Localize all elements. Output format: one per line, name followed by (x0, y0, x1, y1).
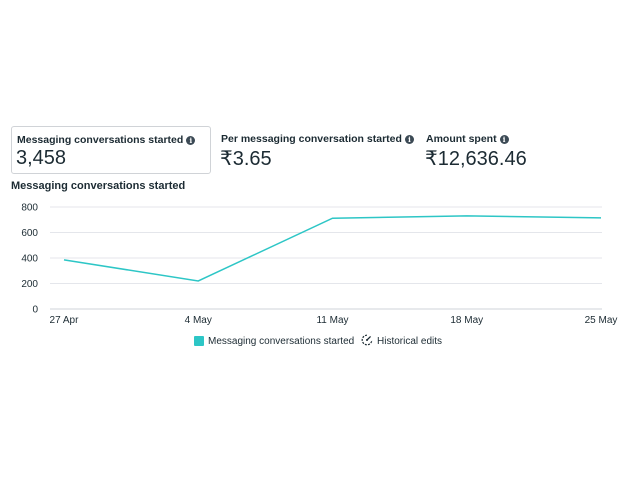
y-tick-label: 0 (32, 305, 38, 316)
legend-swatch[interactable] (194, 336, 204, 346)
y-tick-label: 600 (21, 228, 38, 239)
y-tick-label: 400 (21, 254, 38, 265)
x-tick-label: 11 May (316, 315, 348, 326)
metric-value-amount: ₹12,636.46 (425, 148, 527, 170)
metric-label-text: Messaging conversations started (17, 134, 184, 146)
x-tick-label: 4 May (185, 315, 212, 326)
chart-title: Messaging conversations started (11, 180, 186, 192)
line-chart: 0 200 400 600 800 27 Apr 4 May 11 May 18 May 25 M… (21, 203, 618, 327)
metric-card-conversations[interactable]: Messaging conversations started i 3,458 (11, 126, 211, 174)
x-tick-label: 18 May (450, 315, 483, 326)
metrics-row: Messaging conversations started i 3,458 P… (11, 126, 611, 176)
legend-series-label[interactable]: Messaging conversations started (208, 336, 355, 347)
metric-label-text: Amount spent (426, 133, 497, 145)
metric-card-cost-per-conversation[interactable]: Per messaging conversation started i ₹3.6… (216, 126, 416, 174)
x-tick-label: 27 Apr (50, 315, 80, 326)
metric-label-conversations: Messaging conversations started i (17, 134, 196, 146)
legend-historical-label[interactable]: Historical edits (377, 336, 443, 347)
metric-label-amount: Amount spent i (426, 133, 509, 145)
metric-label-cost: Per messaging conversation started i (221, 133, 414, 145)
info-icon[interactable]: i (186, 136, 196, 145)
metric-label-text: Per messaging conversation started (221, 133, 402, 145)
info-icon[interactable]: i (499, 135, 509, 144)
y-tick-label: 200 (21, 279, 38, 290)
series-line (63, 215, 602, 282)
historical-edits-icon[interactable] (361, 334, 373, 346)
y-tick-label: 800 (21, 203, 38, 214)
metric-value-conversations: 3,458 (16, 147, 67, 169)
x-tick-label: 25 May (585, 315, 618, 326)
metric-value-cost: ₹3.65 (220, 148, 272, 170)
info-icon[interactable]: i (404, 135, 414, 144)
metric-card-amount-spent[interactable]: Amount spent i ₹12,636.46 (421, 126, 611, 174)
